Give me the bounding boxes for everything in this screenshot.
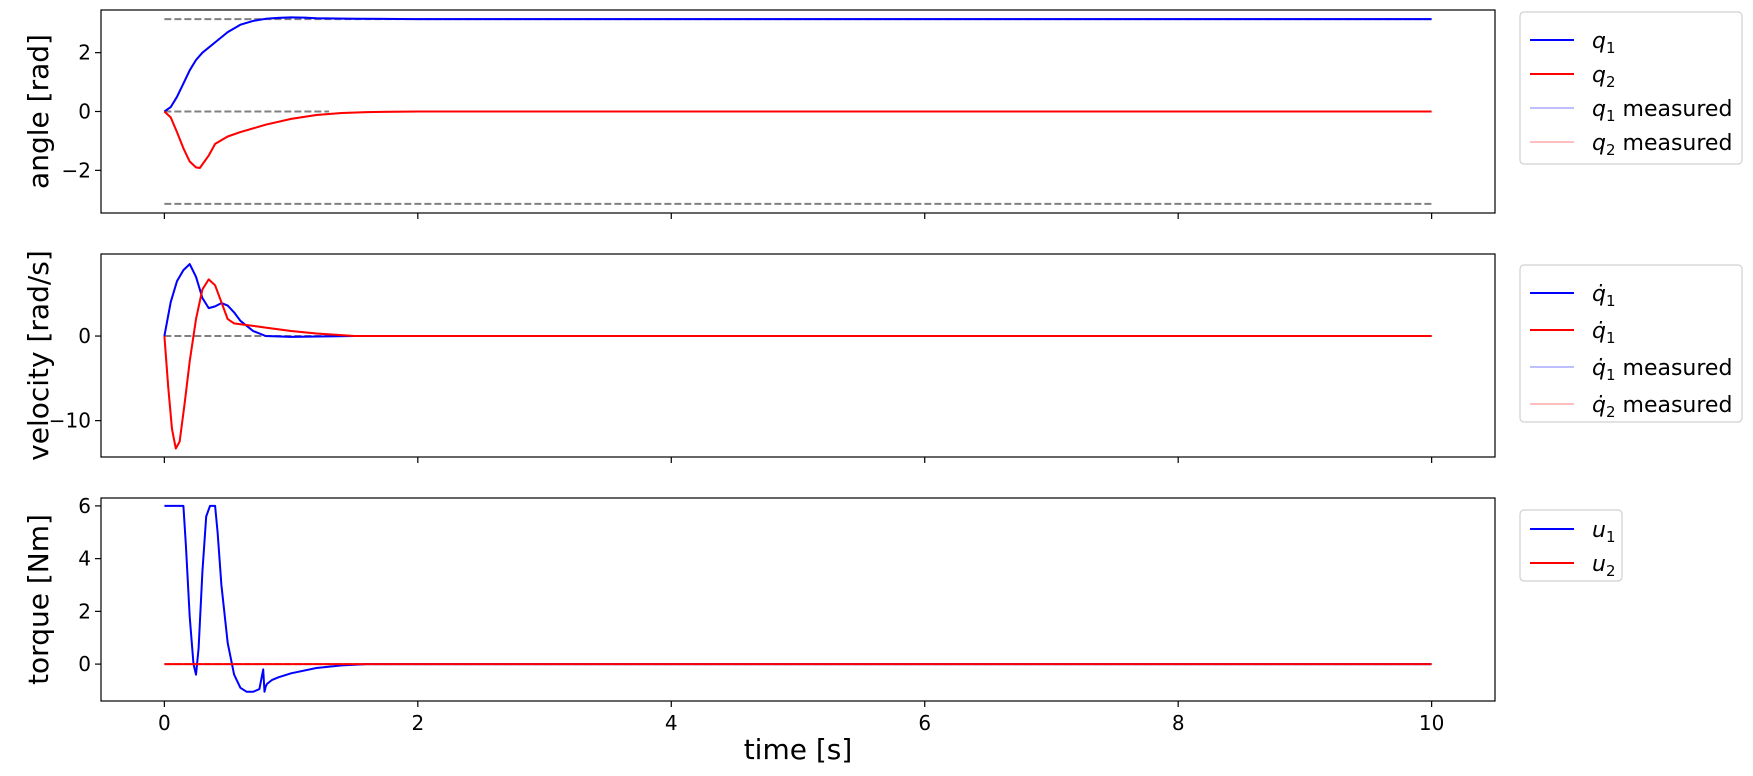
legend: q̇1 q̇1 q̇1 measured q̇2 measured — [1519, 264, 1743, 423]
y-tick-label: −10 — [49, 409, 91, 433]
legend-label: u1 — [1592, 518, 1616, 546]
x-axis-label: time [s] — [744, 733, 853, 766]
series-line-2 — [163, 110, 1432, 169]
legend-label: u2 — [1592, 552, 1616, 580]
legend: q1 q2 q1 measured q2 measured — [1519, 11, 1743, 165]
legend-label: q̇2 measured — [1592, 393, 1732, 421]
y-tick-label: 2 — [78, 41, 91, 65]
series-line-3 — [163, 263, 1432, 338]
series-line-4 — [163, 110, 1432, 169]
x-tick-label: 6 — [918, 711, 931, 735]
y-axis-label: angle [rad] — [22, 34, 55, 189]
plot-area — [163, 16, 1432, 205]
legend-label: q1 — [1592, 29, 1616, 57]
y-tick-label: −2 — [62, 158, 91, 182]
series-line-3 — [163, 16, 1432, 113]
x-tick-label: 0 — [158, 711, 171, 735]
legend-label: q2 — [1592, 63, 1616, 91]
axes-frame — [100, 253, 1496, 458]
y-axis-label: torque [Nm] — [22, 514, 55, 685]
series-line-1 — [163, 16, 1432, 113]
series-line-4 — [163, 278, 1432, 450]
legend-label: q1 measured — [1592, 97, 1732, 125]
y-tick-label: 4 — [78, 547, 91, 571]
legend-box — [1519, 11, 1743, 165]
plot-area — [163, 263, 1432, 450]
series-line-2 — [163, 278, 1432, 450]
y-tick-label: 0 — [78, 324, 91, 348]
legend-label: q̇1 — [1592, 319, 1616, 347]
y-axis-label: velocity [rad/s] — [22, 250, 55, 461]
legend-box — [1519, 264, 1743, 423]
series-line-1 — [164, 504, 1432, 693]
y-tick-label: 6 — [78, 494, 91, 518]
series-line-1 — [163, 263, 1432, 338]
y-tick-label: 0 — [78, 100, 91, 124]
legend-label: q̇1 — [1592, 282, 1616, 310]
y-tick-label: 2 — [78, 599, 91, 623]
legend-label: q2 measured — [1592, 131, 1732, 159]
x-tick-label: 2 — [411, 711, 424, 735]
x-tick-label: 10 — [1419, 711, 1444, 735]
y-tick-label: 0 — [78, 652, 91, 676]
x-tick-label: 4 — [665, 711, 678, 735]
panel-1: −2 0 2 angle [rad] q1 q2 q1 measured q2 measure… — [22, 9, 1743, 219]
axes-frame — [100, 497, 1496, 702]
x-tick-label: 8 — [1172, 711, 1185, 735]
plot-area — [164, 504, 1432, 693]
legend-label: q̇1 measured — [1592, 356, 1732, 384]
